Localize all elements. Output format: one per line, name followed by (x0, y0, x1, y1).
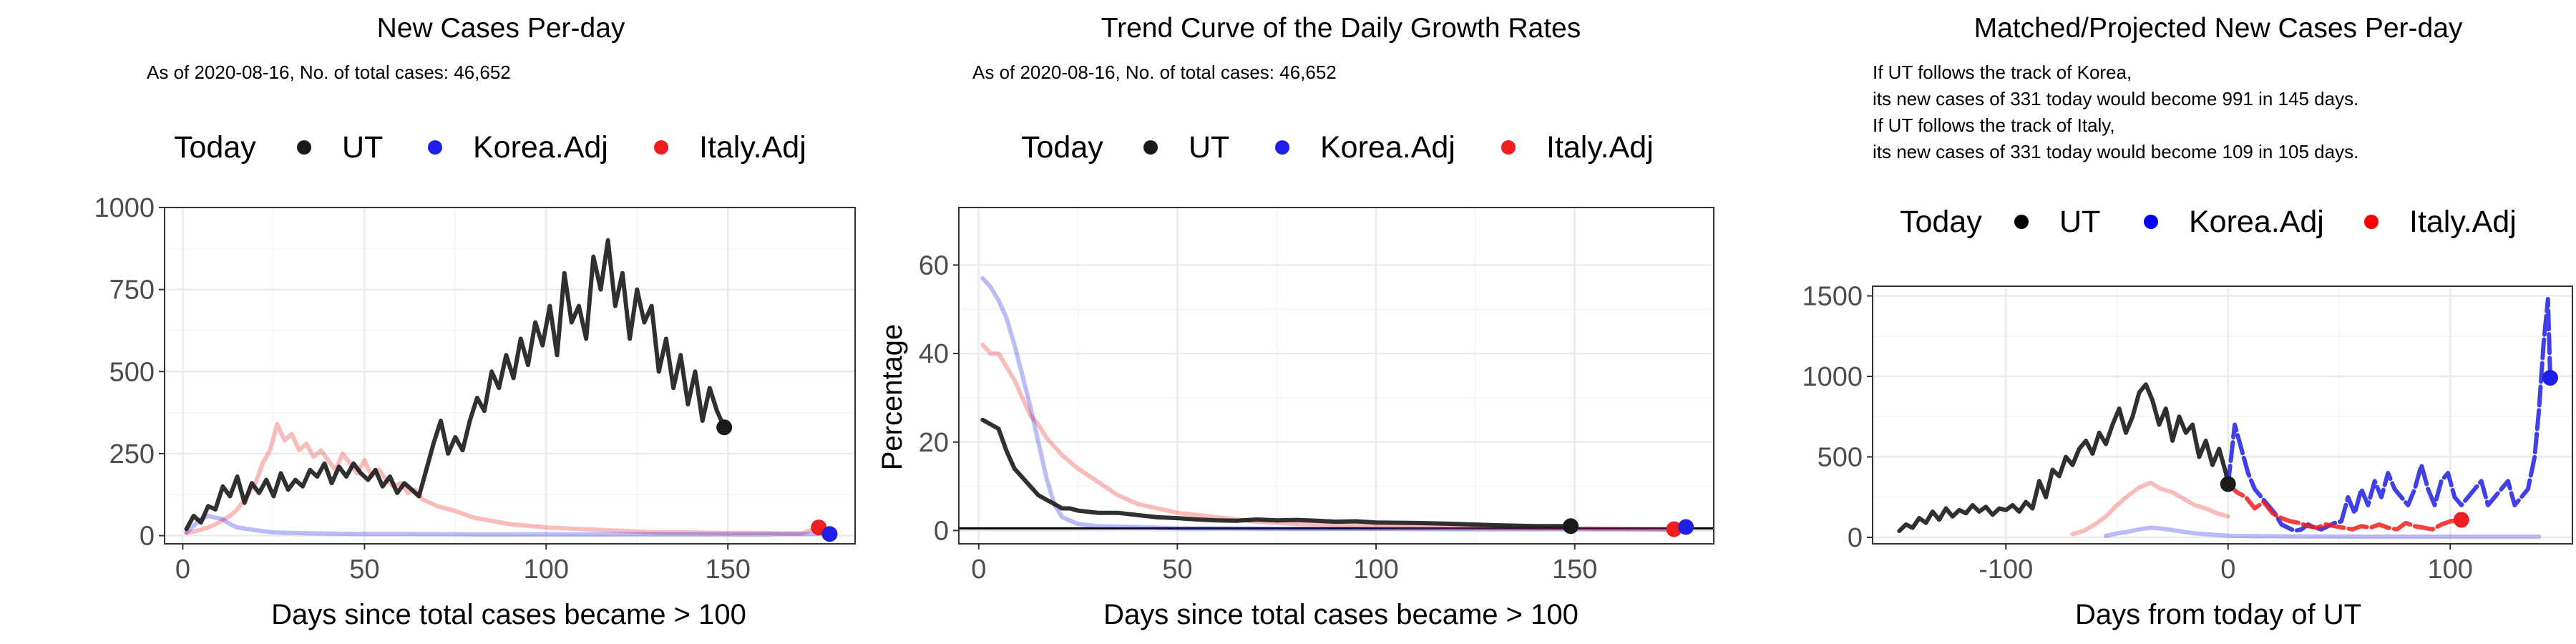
legend-ut-label: UT (2059, 205, 2100, 239)
y-tick-label: 750 (109, 275, 155, 306)
x-tick-label: 100 (2428, 555, 2473, 585)
legend-ut-label: UT (1189, 130, 1229, 165)
x-tick-label: 0 (2220, 555, 2235, 585)
plot-border (958, 207, 1714, 545)
projection-annotation: If UT follows the track of Korea, its ne… (1873, 62, 2358, 162)
today-point-koreaadj (821, 526, 838, 542)
legend-korea-marker (2144, 215, 2158, 229)
plot-border (164, 207, 856, 545)
annotation-line: its new cases of 331 today would become … (1873, 88, 2358, 109)
y-axis-label: Percentage (877, 324, 908, 471)
y-tick-label: 0 (1848, 523, 1863, 553)
legend-ut-marker (2014, 215, 2029, 229)
legend-title: Today (174, 130, 256, 165)
x-tick-label: 100 (524, 555, 569, 585)
series-line-koreaadj-faint (2104, 525, 2542, 539)
x-tick-label: 150 (706, 555, 751, 585)
legend: Today UT Korea.Adj Italy.Adj (1021, 130, 1654, 165)
today-point-ut (1563, 518, 1579, 535)
panel-projected-new-cases: Matched/Projected New Cases Per-day If U… (1717, 0, 2576, 644)
y-tick-label: 500 (1818, 443, 1863, 473)
chart-projected-new-cases: Matched/Projected New Cases Per-day If U… (1802, 13, 2573, 630)
legend-italy-label: Italy.Adj (2409, 205, 2517, 239)
x-tick-label: 50 (349, 555, 379, 585)
today-point-koreaadj (2542, 370, 2558, 386)
legend-korea-label: Korea.Adj (1320, 130, 1455, 165)
chart-new-cases-per-day: New Cases Per-day As of 2020-08-16, No. … (94, 13, 856, 630)
legend-korea-label: Korea.Adj (2189, 205, 2324, 239)
series-line-ut (1897, 382, 2230, 533)
y-tick-label: 500 (109, 357, 155, 387)
series-line-italyadj-faint (2070, 480, 2230, 537)
x-tick-label: 50 (1162, 555, 1192, 585)
x-tick-label: 150 (1552, 555, 1597, 585)
series-line-italyadj-dashed (2225, 482, 2464, 532)
plot-area: 0 50 100 150 0 250 500 750 1000 (94, 193, 856, 585)
series-line-koreaadj-faint (980, 275, 1689, 532)
x-tick-label: 0 (971, 555, 986, 585)
chart-subtitle: As of 2020-08-16, No. of total cases: 46… (147, 62, 511, 83)
legend-italy-marker (1501, 140, 1516, 155)
y-tick-label: 60 (919, 250, 949, 280)
legend-korea-marker (1275, 140, 1289, 155)
y-tick-label: 20 (919, 428, 949, 458)
y-tick-label: 1000 (1802, 362, 1863, 392)
series-line-italyadj-faint (980, 342, 1677, 532)
series-line-koreaadj-faint (184, 514, 832, 537)
today-point-ut (716, 419, 733, 436)
legend-ut-marker (297, 140, 311, 155)
legend-korea-label: Korea.Adj (473, 130, 608, 165)
chart-subtitle: As of 2020-08-16, No. of total cases: 46… (972, 62, 1337, 83)
plot-border (1872, 286, 2573, 545)
legend-korea-marker (428, 140, 442, 155)
legend-ut-marker (1143, 140, 1158, 155)
legend-italy-marker (654, 140, 668, 155)
annotation-line: If UT follows the track of Korea, (1873, 62, 2132, 83)
y-tick-label: 0 (934, 516, 949, 546)
x-axis-label: Days since total cases became > 100 (1103, 599, 1579, 630)
legend-ut-label: UT (342, 130, 383, 165)
today-point-ut (2220, 476, 2236, 492)
today-point-italyadj (2453, 512, 2469, 528)
chart-title: New Cases Per-day (377, 13, 625, 44)
legend: Today UT Korea.Adj Italy.Adj (174, 130, 806, 165)
y-tick-label: 1000 (94, 193, 155, 223)
annotation-line: its new cases of 331 today would become … (1873, 141, 2358, 162)
chart-title: Matched/Projected New Cases Per-day (1974, 13, 2463, 44)
panel-growth-rates: Trend Curve of the Daily Growth Rates As… (859, 0, 1717, 644)
today-point-italyadj (1666, 521, 1682, 537)
y-tick-label: 1500 (1802, 282, 1863, 312)
plot-area: 0 50 100 150 0 20 40 60 (919, 207, 1714, 585)
x-axis-label: Days from today of UT (2075, 599, 2361, 630)
chart-title: Trend Curve of the Daily Growth Rates (1101, 13, 1581, 44)
series-line-ut (184, 238, 727, 532)
series-line-ut (980, 417, 1574, 529)
x-axis-label: Days since total cases became > 100 (271, 599, 746, 630)
legend-italy-label: Italy.Adj (1546, 130, 1654, 165)
x-tick-label: 0 (175, 555, 190, 585)
x-tick-label: 100 (1353, 555, 1398, 585)
x-tick-label: -100 (1979, 555, 2033, 585)
y-tick-label: 40 (919, 339, 949, 369)
chart-growth-rates: Trend Curve of the Daily Growth Rates As… (877, 13, 1714, 630)
y-tick-label: 0 (140, 522, 155, 552)
series-line-koreaadj-dashed (2225, 297, 2552, 533)
annotation-line: If UT follows the track of Italy, (1873, 114, 2115, 136)
panel-new-cases-per-day: New Cases Per-day As of 2020-08-16, No. … (0, 0, 859, 644)
legend-italy-marker (2364, 215, 2379, 229)
legend-title: Today (1900, 205, 1982, 239)
today-point-koreaadj (1678, 519, 1694, 535)
legend-italy-label: Italy.Adj (699, 130, 806, 165)
legend: Today UT Korea.Adj Italy.Adj (1900, 205, 2517, 239)
y-tick-label: 250 (109, 439, 155, 469)
legend-title: Today (1021, 130, 1103, 165)
series-line-italyadj-faint (184, 421, 821, 536)
